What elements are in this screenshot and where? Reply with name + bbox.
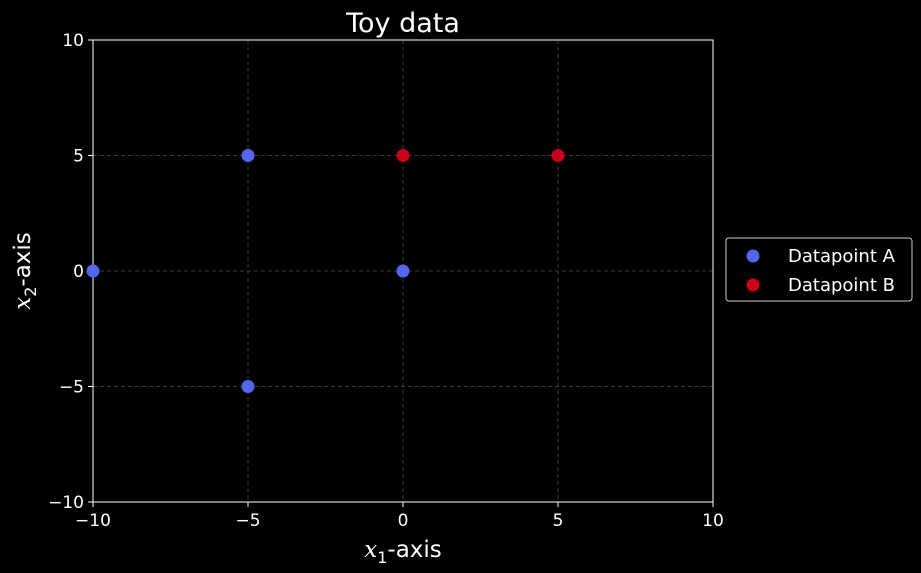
x-tick-label: 10 bbox=[702, 511, 724, 531]
y-axis-label: x2-axis bbox=[10, 232, 40, 310]
legend: Datapoint A Datapoint B bbox=[725, 237, 913, 302]
x-tick-label: −10 bbox=[75, 511, 111, 531]
legend-marker bbox=[746, 278, 760, 292]
x-tick-label: 5 bbox=[553, 511, 564, 531]
legend-label: Datapoint A bbox=[788, 246, 896, 267]
legend-marker bbox=[746, 249, 760, 263]
legend-label: Datapoint B bbox=[788, 275, 895, 296]
legend-items: Datapoint A Datapoint B bbox=[746, 246, 896, 296]
series-1-point bbox=[396, 149, 410, 162]
y-tick-label: 5 bbox=[73, 147, 84, 167]
y-tick-label: −5 bbox=[59, 378, 84, 398]
series-0-point bbox=[86, 264, 100, 278]
series-0-point bbox=[396, 264, 410, 278]
chart-title: Toy data bbox=[345, 8, 460, 39]
y-tick-label: 0 bbox=[73, 262, 84, 282]
axis-ticks: −10 −5 0 5 10 −10 −5 0 5 10 bbox=[48, 31, 724, 531]
y-tick-label: −10 bbox=[48, 493, 84, 513]
legend-frame bbox=[725, 237, 913, 302]
series-0-point bbox=[241, 380, 255, 393]
x-tick-label: 0 bbox=[398, 511, 409, 531]
series-0-point bbox=[241, 149, 255, 162]
y-tick-label: 10 bbox=[62, 31, 84, 51]
x-tick-label: −5 bbox=[235, 511, 260, 531]
data-points bbox=[86, 149, 565, 393]
series-1-point bbox=[551, 149, 565, 162]
x-axis-label: x1-axis bbox=[364, 537, 442, 567]
